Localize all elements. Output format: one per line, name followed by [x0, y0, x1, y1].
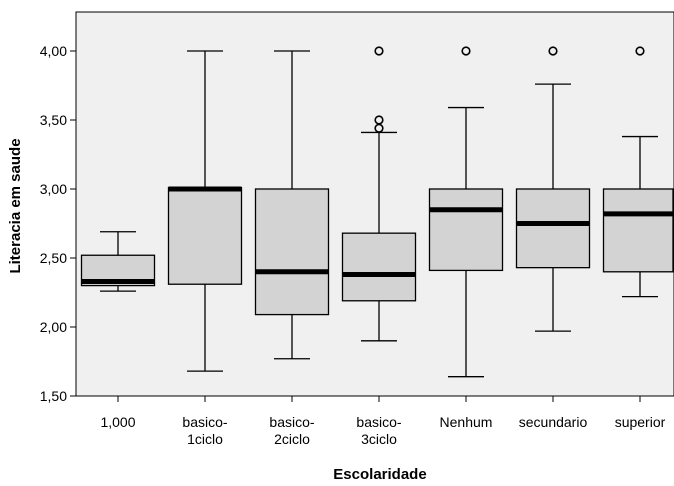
y-axis-title: Literacia em saude	[7, 138, 24, 273]
x-tick-label: basico-2ciclo	[269, 414, 314, 447]
y-tick-label: 2,00	[40, 319, 67, 335]
x-axis: 1,000 basico-1ciclo basico-2ciclo basico-3c…	[100, 396, 666, 447]
x-tick-label: secundario	[519, 414, 588, 430]
box-6	[515, 46, 591, 332]
y-tick-label: 3,00	[40, 181, 67, 197]
y-tick-label: 2,50	[40, 250, 67, 266]
y-tick-label: 1,50	[40, 388, 67, 404]
box-3	[254, 50, 330, 360]
x-tick-label: basico-1ciclo	[182, 414, 227, 447]
boxes-group	[80, 46, 674, 378]
box-2	[167, 50, 243, 372]
box-iqr	[602, 188, 674, 273]
outlier-point	[461, 46, 471, 56]
outlier-point	[374, 46, 384, 56]
outlier-point	[548, 46, 558, 56]
box-1	[80, 231, 156, 292]
x-tick-label: 1,000	[100, 414, 135, 430]
x-tick-label: basico-3ciclo	[356, 414, 401, 447]
x-tick-label: superior	[615, 414, 666, 430]
y-axis: 1,50 2,00 2,50 3,00 3,50 4,00	[40, 43, 76, 404]
box-7	[602, 46, 674, 298]
y-tick-label: 3,50	[40, 112, 67, 128]
box-iqr	[515, 188, 591, 269]
x-axis-title: Escolaridade	[333, 466, 426, 483]
outlier-point	[374, 115, 384, 125]
outlier-point	[635, 46, 645, 56]
box-iqr	[341, 232, 417, 302]
box-iqr	[254, 188, 330, 316]
box-iqr	[167, 186, 243, 285]
x-tick-label: Nenhum	[440, 414, 493, 430]
y-tick-label: 4,00	[40, 43, 67, 59]
box-5	[428, 46, 504, 378]
box-4	[341, 46, 417, 342]
box-iqr	[428, 188, 504, 272]
